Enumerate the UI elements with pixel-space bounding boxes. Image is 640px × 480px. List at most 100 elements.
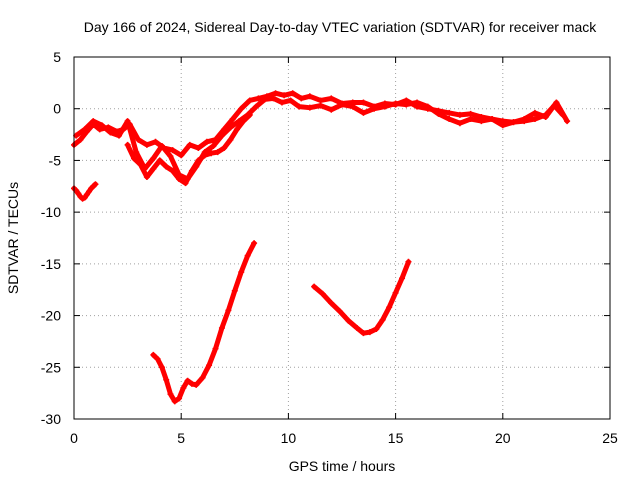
data-point: [253, 103, 260, 110]
data-point: [203, 138, 210, 145]
data-point: [135, 136, 142, 143]
data-point: [227, 124, 234, 131]
data-point: [414, 99, 421, 106]
data-point: [176, 176, 183, 183]
data-point: [218, 324, 225, 331]
data-point: [240, 118, 247, 125]
data-point: [169, 167, 176, 174]
data-point: [188, 380, 195, 387]
data-point: [210, 142, 217, 149]
data-point: [163, 163, 170, 170]
data-point: [158, 364, 165, 371]
data-point: [424, 103, 431, 110]
y-tick-label: 0: [53, 101, 61, 117]
axis-ticks: [73, 56, 611, 420]
data-point: [328, 300, 335, 307]
data-point: [152, 138, 159, 145]
data-point: [238, 105, 245, 112]
plot-frame: [73, 56, 611, 420]
data-point: [379, 316, 386, 323]
data-point: [354, 324, 361, 331]
data-point: [171, 398, 178, 405]
data-point: [83, 191, 90, 198]
data-point: [336, 308, 343, 315]
data-point: [150, 351, 157, 358]
y-tick-label: -15: [41, 256, 61, 272]
data-point: [281, 92, 288, 99]
x-tick-label: 5: [177, 430, 185, 446]
y-tick-label: -30: [41, 411, 61, 427]
data-point: [186, 141, 193, 148]
data-point: [403, 101, 410, 108]
data-point: [206, 362, 213, 369]
series-line: [125, 112, 253, 186]
data-point: [208, 150, 215, 157]
data-point: [246, 97, 253, 104]
data-point: [131, 155, 138, 162]
series-deep-arc-2: [311, 258, 412, 337]
data-point: [214, 149, 221, 156]
data-point: [199, 374, 206, 381]
y-tick-label: -5: [49, 152, 62, 168]
data-point: [212, 345, 219, 352]
data-point: [311, 283, 318, 290]
data-point: [137, 161, 144, 168]
data-point: [227, 136, 234, 143]
data-point: [182, 180, 189, 187]
data-point: [92, 181, 99, 188]
data-point: [306, 104, 313, 111]
y-tick-label: 5: [53, 49, 61, 65]
data-point: [564, 118, 571, 125]
data-point: [225, 307, 232, 314]
data-point: [229, 116, 236, 123]
data-point: [251, 240, 258, 247]
data-point: [167, 391, 174, 398]
data-point: [456, 120, 463, 127]
x-tick-label: 0: [70, 430, 78, 446]
series-line: [311, 259, 411, 336]
data-point: [180, 384, 187, 391]
data-point: [542, 113, 549, 120]
data-point: [371, 105, 378, 112]
data-point: [392, 289, 399, 296]
data-point: [360, 99, 367, 106]
data-point: [193, 381, 200, 388]
data-point: [270, 95, 277, 102]
data-point: [116, 132, 123, 139]
data-point: [373, 326, 380, 333]
data-point: [150, 155, 157, 162]
chart-title: Day 166 of 2024, Sidereal Day-to-day VTE…: [84, 19, 597, 35]
data-point: [81, 126, 88, 133]
y-tick-label: -10: [41, 204, 61, 220]
data-point: [143, 173, 150, 180]
data-point: [478, 118, 485, 125]
data-point: [510, 119, 517, 126]
data-point: [246, 111, 253, 118]
data-point: [349, 103, 356, 110]
data-point: [328, 95, 335, 102]
x-tick-label: 25: [602, 430, 618, 446]
data-point: [278, 99, 285, 106]
data-point: [360, 109, 367, 116]
data-point: [531, 109, 538, 116]
data-point: [98, 122, 105, 129]
data-point: [289, 90, 296, 97]
data-point: [158, 142, 165, 149]
y-tick-label: -20: [41, 308, 61, 324]
data-point: [169, 147, 176, 154]
data-point: [521, 116, 528, 123]
data-point: [287, 97, 294, 104]
data-point: [96, 126, 103, 133]
data-point: [446, 116, 453, 123]
data-point: [143, 141, 150, 148]
y-tick-label: -25: [41, 359, 61, 375]
data-point: [77, 136, 84, 143]
series-early-short-segment: [71, 181, 99, 202]
data-point: [195, 145, 202, 152]
data-point: [167, 153, 174, 160]
data-point: [261, 96, 268, 103]
data-point: [531, 116, 538, 123]
data-point: [178, 152, 185, 159]
data-point: [124, 141, 131, 148]
